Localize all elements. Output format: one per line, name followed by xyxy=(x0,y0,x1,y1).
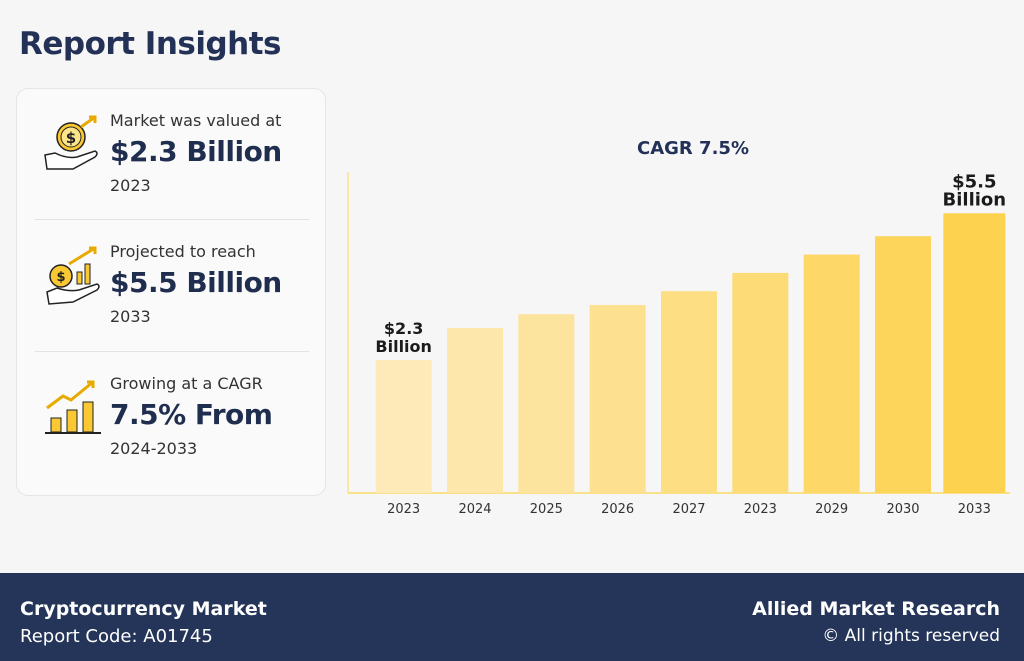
insight-value: $2.3 Billion xyxy=(110,135,282,168)
copyright: © All rights reserved xyxy=(822,626,1000,646)
svg-text:$: $ xyxy=(66,129,76,147)
insights-card: $ Market was valued at $2.3 Billion 2023… xyxy=(16,88,326,496)
growth-chart-icon xyxy=(45,380,101,434)
bar-2025 xyxy=(518,314,575,493)
bar-2029 xyxy=(803,254,860,493)
x-tick-label: 2029 xyxy=(815,502,848,517)
data-label-unit: Billion xyxy=(943,189,1007,210)
insight-cagr: Growing at a CAGR 7.5% From 2024-2033 xyxy=(35,364,309,494)
bar-2030 xyxy=(875,236,931,493)
footer: Cryptocurrency Market Report Code: A0174… xyxy=(0,573,1024,661)
data-label-value: $2.3 xyxy=(384,319,423,338)
divider xyxy=(35,351,309,352)
insight-value: $5.5 Billion xyxy=(110,266,282,299)
x-tick-label: 2024 xyxy=(458,502,491,517)
bar-2033 xyxy=(943,213,1006,493)
svg-text:$: $ xyxy=(56,270,65,285)
x-tick-label: 2026 xyxy=(601,502,634,517)
insight-label: Growing at a CAGR xyxy=(110,374,263,393)
x-tick-label: 2025 xyxy=(530,502,563,517)
x-tick-label: 2023 xyxy=(744,502,777,517)
bar-chart: CAGR 7.5% 2023 2024 2025 2026 2027 2023 2029 20… xyxy=(347,138,1010,517)
brand-name: Allied Market Research xyxy=(752,598,1000,620)
x-tick-label: 2027 xyxy=(672,502,705,517)
x-tick-label: 2023 xyxy=(387,502,420,517)
page-title: Report Insights xyxy=(19,26,282,62)
bar-2026 xyxy=(589,304,646,493)
x-tick-label: 2030 xyxy=(886,502,919,517)
data-label-unit: Billion xyxy=(375,337,432,356)
market-name: Cryptocurrency Market xyxy=(20,598,267,620)
data-label-value: $5.5 xyxy=(952,171,996,192)
bar-2023 xyxy=(375,360,432,493)
hand-coin-chart-icon: $ xyxy=(46,246,100,305)
insight-sub: 2033 xyxy=(110,307,151,326)
insight-sub: 2024-2033 xyxy=(110,439,198,458)
insight-label: Projected to reach xyxy=(110,242,256,261)
bar-2027 xyxy=(661,291,717,493)
insight-value: 7.5% From xyxy=(110,398,273,431)
insight-label: Market was valued at xyxy=(110,111,282,130)
hand-coin-icon: $ xyxy=(44,115,98,170)
x-tick-label: 2033 xyxy=(958,502,991,517)
insight-market-value: $ Market was valued at $2.3 Billion 2023 xyxy=(35,101,309,231)
chart-title: CAGR 7.5% xyxy=(637,138,749,159)
report-code: Report Code: A01745 xyxy=(20,626,213,647)
bar-2024 xyxy=(447,327,503,493)
insight-sub: 2023 xyxy=(110,176,151,195)
divider xyxy=(35,219,309,220)
insight-projection: $ Projected to reach $5.5 Billion 2033 xyxy=(35,232,309,362)
bar-2023 xyxy=(732,272,789,493)
